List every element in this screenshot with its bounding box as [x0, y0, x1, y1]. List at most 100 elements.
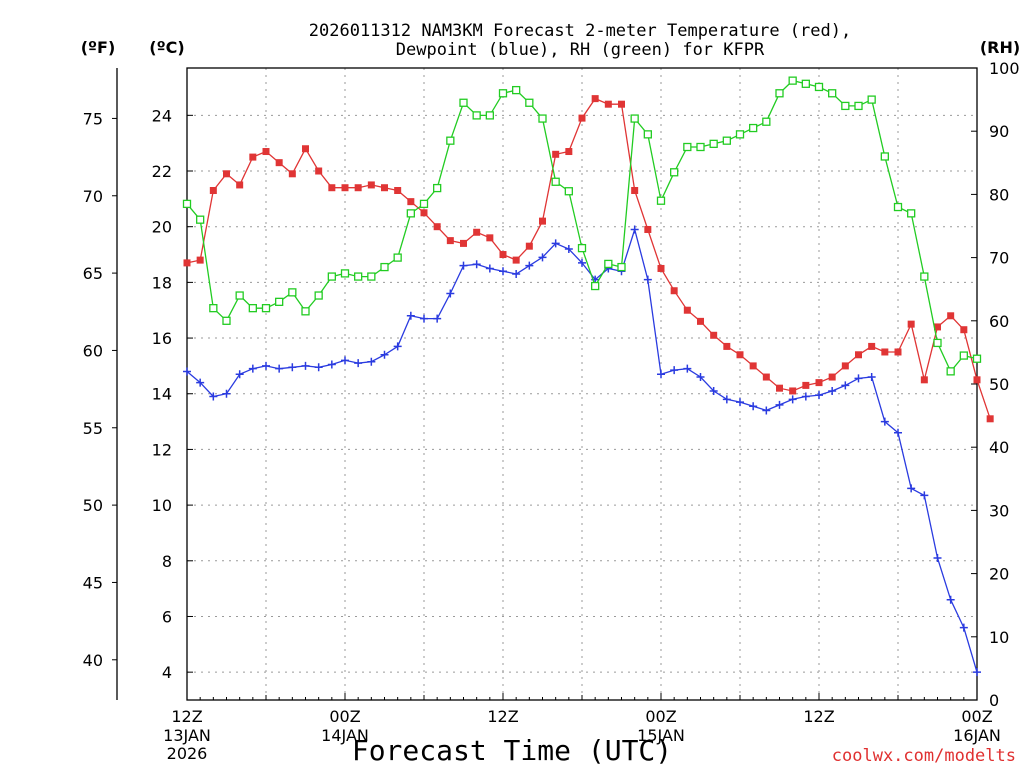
temperature-point [539, 217, 546, 225]
temperature-point [631, 187, 639, 195]
temperature-point [183, 259, 191, 267]
temperature-point [525, 242, 533, 250]
temperature-point [433, 223, 441, 231]
rh-point [393, 253, 402, 262]
temperature-point [565, 148, 573, 156]
temperature-point [196, 256, 204, 264]
rh-tick-label: 20 [989, 565, 1009, 584]
temperature-point [776, 384, 783, 392]
rh-tick-label: 50 [989, 375, 1009, 394]
temperature-point [947, 312, 955, 320]
rh-tick-label: 40 [989, 438, 1009, 457]
fahrenheit-tick-label: 65 [83, 264, 103, 283]
dewpoint-point [433, 314, 442, 323]
rh-tick-label: 80 [989, 185, 1009, 204]
temperature-point [552, 150, 560, 158]
rh-tick-label: 90 [989, 122, 1009, 141]
temperature-point [802, 381, 810, 389]
celsius-tick-label: 10 [152, 496, 172, 515]
fahrenheit-unit-label: (ºF) [81, 38, 116, 57]
dewpoint-point [327, 360, 336, 369]
temperature-point [249, 153, 257, 161]
rh-point [314, 291, 323, 300]
temperature-point [420, 209, 428, 217]
rh-point [775, 89, 784, 98]
dewpoint-point [262, 361, 270, 370]
dewpoint-point [749, 402, 758, 411]
dewpoint-point [630, 225, 639, 234]
rh-point [762, 117, 771, 126]
temperature-point [486, 234, 494, 242]
rh-tick-label: 0 [989, 691, 999, 710]
axes [112, 67, 978, 701]
dewpoint-point [894, 428, 902, 437]
rh-point [327, 272, 336, 281]
rh-tick-label: 100 [989, 59, 1020, 78]
celsius-tick-label: 24 [152, 106, 172, 125]
temperature-point [499, 251, 507, 259]
fahrenheit-tick-label: 55 [83, 419, 103, 438]
temperature-point [828, 373, 836, 381]
temperature-point [407, 198, 415, 206]
dewpoint-point [841, 381, 850, 390]
dewpoint-point [867, 373, 876, 382]
temperature-point [288, 170, 296, 178]
dewpoint-point [485, 264, 494, 273]
dewpoint-point [959, 623, 968, 632]
temperature-point [262, 148, 270, 156]
temperature-point [460, 239, 467, 247]
rh-point [643, 130, 652, 139]
temperature-point [710, 331, 718, 339]
dewpoint-point [551, 239, 560, 248]
celsius-tick-label: 16 [152, 329, 172, 348]
dewpoint-point [472, 260, 481, 269]
dewpoint-point [367, 357, 376, 366]
temperature-point [855, 351, 862, 359]
temperature-point [578, 114, 586, 122]
rh-point [459, 98, 468, 107]
celsius-tick-label: 8 [162, 552, 172, 571]
rh-point [788, 76, 797, 85]
dewpoint-point [815, 391, 823, 400]
dewpoint-point [880, 417, 889, 426]
rh-point [801, 79, 810, 88]
temperature-point [275, 159, 283, 167]
rh-tick-label: 30 [989, 501, 1009, 520]
temperature-point [920, 376, 928, 384]
rh-point [577, 243, 587, 253]
celsius-tick-label: 4 [162, 663, 172, 682]
dewpoint-point [564, 244, 573, 253]
x-tick-label-time: 12Z [487, 707, 518, 726]
rh-point [419, 199, 429, 209]
rh-point [867, 95, 876, 104]
rh-point [880, 152, 889, 161]
series-dewpoint [183, 225, 981, 677]
dewpoint-point [301, 361, 310, 370]
temperature-point [894, 348, 902, 356]
fahrenheit-tick-label: 45 [83, 573, 103, 592]
credit-text: coolwx.com/modelts [832, 746, 1016, 766]
dewpoint-point [736, 398, 744, 407]
dewpoint-point [775, 400, 784, 409]
dewpoint-point [696, 373, 705, 382]
temperature-point [236, 181, 244, 189]
rh-point [920, 272, 929, 281]
rh-point [946, 367, 955, 376]
rh-point [288, 288, 297, 297]
rh-point [696, 142, 705, 152]
dewpoint-point [288, 363, 297, 372]
dewpoint-point [235, 370, 244, 379]
dewpoint-point [341, 356, 349, 365]
temperature-point [302, 145, 309, 153]
chart-title-line1: 2026011312 NAM3KM Forecast 2-meter Tempe… [309, 21, 851, 41]
temperature-point [367, 181, 375, 189]
rh-point [735, 130, 745, 139]
dewpoint-point [933, 554, 942, 563]
temperature-point [618, 100, 625, 108]
dewpoint-point [670, 366, 679, 375]
rh-point [828, 89, 837, 98]
rh-point [235, 291, 244, 300]
x-tick-label-date: 14JAN [321, 726, 369, 745]
dewpoint-point [907, 484, 916, 493]
rh-point [551, 177, 560, 186]
